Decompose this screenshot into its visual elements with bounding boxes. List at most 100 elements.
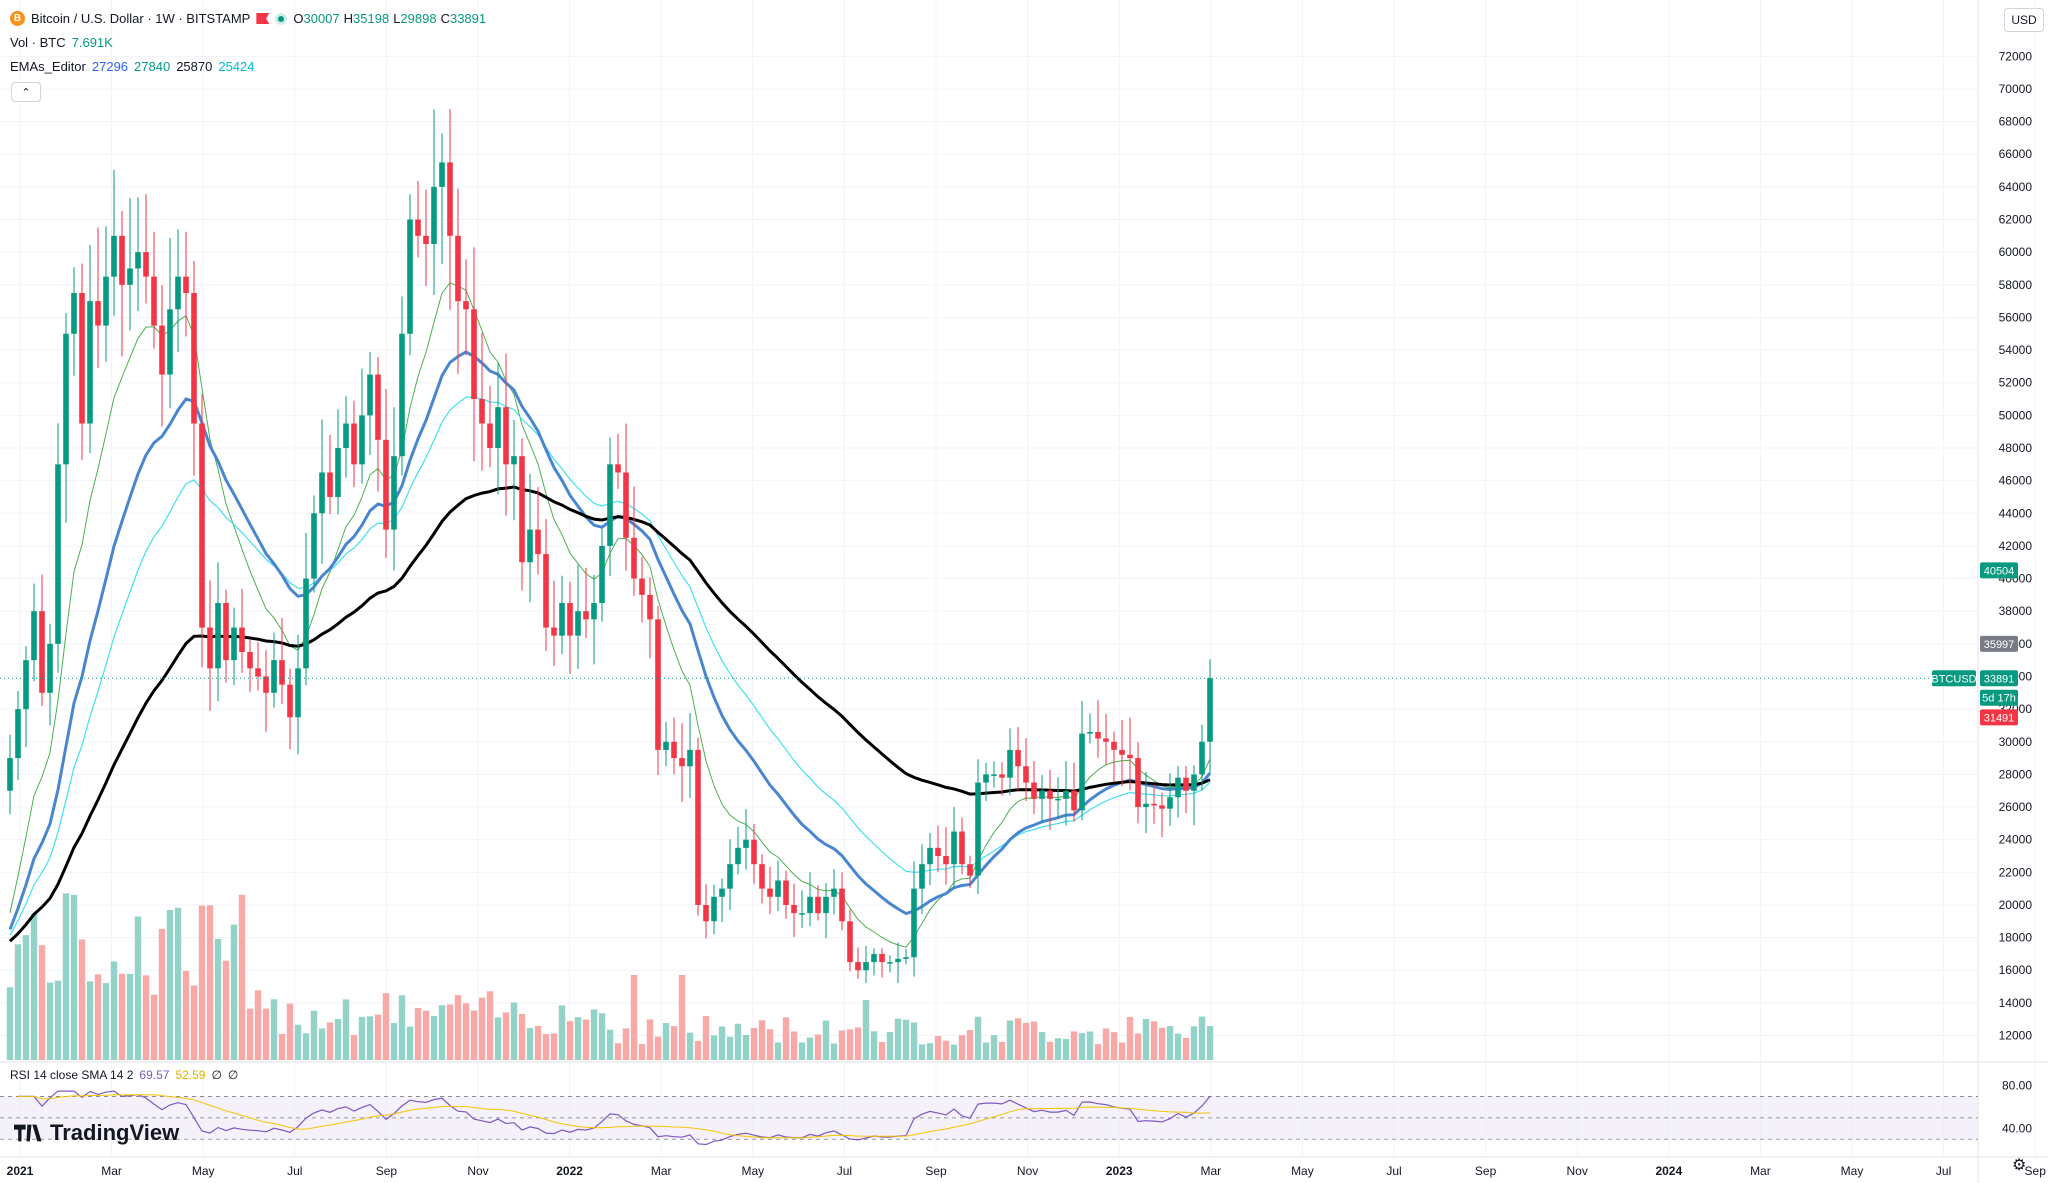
candle-body (823, 896, 829, 914)
volume-bar (1086, 1031, 1094, 1060)
volume-bar (518, 1013, 526, 1060)
flag-icon[interactable] (256, 13, 270, 24)
volume-bar (166, 910, 174, 1060)
volume-bar (446, 1004, 454, 1060)
candlesticks[interactable] (7, 109, 1213, 984)
price-tick-label: 56000 (1999, 310, 2033, 324)
volume-bar (318, 1028, 326, 1060)
volume-bar (862, 1000, 870, 1060)
candle-body (247, 652, 253, 669)
time-tick-label: Jul (1936, 1164, 1951, 1178)
volume-bar (422, 1010, 430, 1060)
volume-bar (894, 1018, 902, 1060)
price-tick-label: 18000 (1999, 931, 2033, 945)
volume-bar (382, 993, 390, 1060)
candle-body (479, 399, 485, 424)
rsi-label: RSI 14 close SMA 14 2 (10, 1068, 134, 1082)
ema-legend[interactable]: EMAs_Editor 27296 27840 25870 25424 (10, 59, 261, 74)
volume-bar (214, 939, 222, 1060)
price-axis[interactable]: 12000 14000 16000 18000 20000 22000 24000 26000… (1999, 49, 2033, 1135)
volume-bar (478, 997, 486, 1060)
tradingview-logo[interactable]: TradingView (14, 1120, 179, 1146)
candle-body (143, 252, 149, 277)
volume-bar (654, 1036, 662, 1060)
symbol-title[interactable]: Bitcoin / U.S. Dollar · 1W · BITSTAMP (31, 11, 251, 26)
price-tick-label: 44000 (1999, 506, 2033, 520)
volume-bar (886, 1032, 894, 1060)
candle-body (111, 235, 117, 277)
candle-body (599, 545, 605, 604)
volume-bar (742, 1034, 750, 1060)
candle-body (863, 962, 869, 971)
volume-bar (22, 935, 30, 1060)
rsi-pane[interactable] (0, 1090, 1978, 1146)
time-tick-label: Jul (287, 1164, 302, 1178)
volume-bar (398, 995, 406, 1060)
candle-body (1127, 754, 1133, 759)
time-tick-label: May (192, 1164, 215, 1178)
candle-body (679, 758, 685, 767)
volume-bar (454, 995, 462, 1060)
volume-bar (254, 990, 262, 1060)
candle-body (623, 472, 629, 538)
time-tick-label: 2021 (7, 1164, 34, 1178)
volume-bar (86, 981, 94, 1060)
volume-label: Vol · BTC (10, 35, 66, 50)
candle-body (631, 537, 637, 579)
currency-button[interactable]: USD (2004, 8, 2044, 32)
volume-bar (998, 1041, 1006, 1060)
time-axis[interactable]: 2021 Mar May Jul Sep Nov 2022 Mar May Jul Sep Nov 20… (7, 1164, 2047, 1178)
rsi-tick-label: 80.00 (2002, 1079, 2032, 1093)
candle-body (935, 847, 941, 856)
candle-body (167, 309, 173, 375)
price-label-bg (1980, 562, 2018, 579)
time-tick-label: Jul (837, 1164, 852, 1178)
rsi-sma-value: 52.59 (175, 1068, 206, 1082)
ema-value-1: 27840 (134, 59, 171, 74)
candle-body (943, 856, 949, 865)
rsi-sma-line (18, 1094, 1211, 1139)
candle-body (543, 554, 549, 628)
rsi-legend[interactable]: RSI 14 close SMA 14 2 69.57 52.59 ∅ ∅ (10, 1068, 238, 1082)
candle-body (319, 472, 325, 514)
volume-bar (342, 999, 350, 1060)
price-label: BTCUSD (1931, 673, 1976, 685)
price-tick-label: 70000 (1999, 82, 2033, 96)
volume-bar (662, 1023, 670, 1060)
volume-legend[interactable]: Vol · BTC 7.691K (10, 35, 113, 50)
price-tick-label: 24000 (1999, 833, 2033, 847)
volume-bar (198, 905, 206, 1060)
candle-body (727, 864, 733, 889)
candle-body (1199, 741, 1205, 775)
candle-body (367, 374, 373, 416)
volume-bar (782, 1017, 790, 1060)
price-tick-label: 62000 (1999, 213, 2033, 227)
price-tick-label: 38000 (1999, 604, 2033, 618)
volume-bar (694, 1040, 702, 1060)
symbol-legend[interactable]: B Bitcoin / U.S. Dollar · 1W · BITSTAMP … (10, 11, 490, 26)
candle-body (103, 276, 109, 326)
volume-bar (46, 982, 54, 1060)
volume-bar (1198, 1016, 1206, 1060)
volume-bar (406, 1026, 414, 1060)
price-tick-label: 46000 (1999, 474, 2033, 488)
candle-body (415, 219, 421, 236)
volume-bar (62, 893, 70, 1060)
ohlc-o: O30007 (293, 11, 340, 26)
volume-bar (646, 1019, 654, 1060)
collapse-legend-button[interactable]: ⌃ (11, 82, 41, 102)
price-tick-label: 22000 (1999, 865, 2033, 879)
volume-bar (110, 961, 118, 1060)
price-tick-label: 30000 (1999, 735, 2033, 749)
candle-body (327, 472, 333, 497)
volume-bar (950, 1044, 958, 1060)
candle-body (807, 896, 813, 914)
volume-bar (230, 924, 238, 1060)
volume-bar (486, 991, 494, 1060)
volume-bar (798, 1042, 806, 1060)
candle-body (271, 660, 277, 693)
gear-icon[interactable]: ⚙ (2012, 1157, 2027, 1174)
candle-body (535, 529, 541, 555)
price-tick-label: 52000 (1999, 376, 2033, 390)
